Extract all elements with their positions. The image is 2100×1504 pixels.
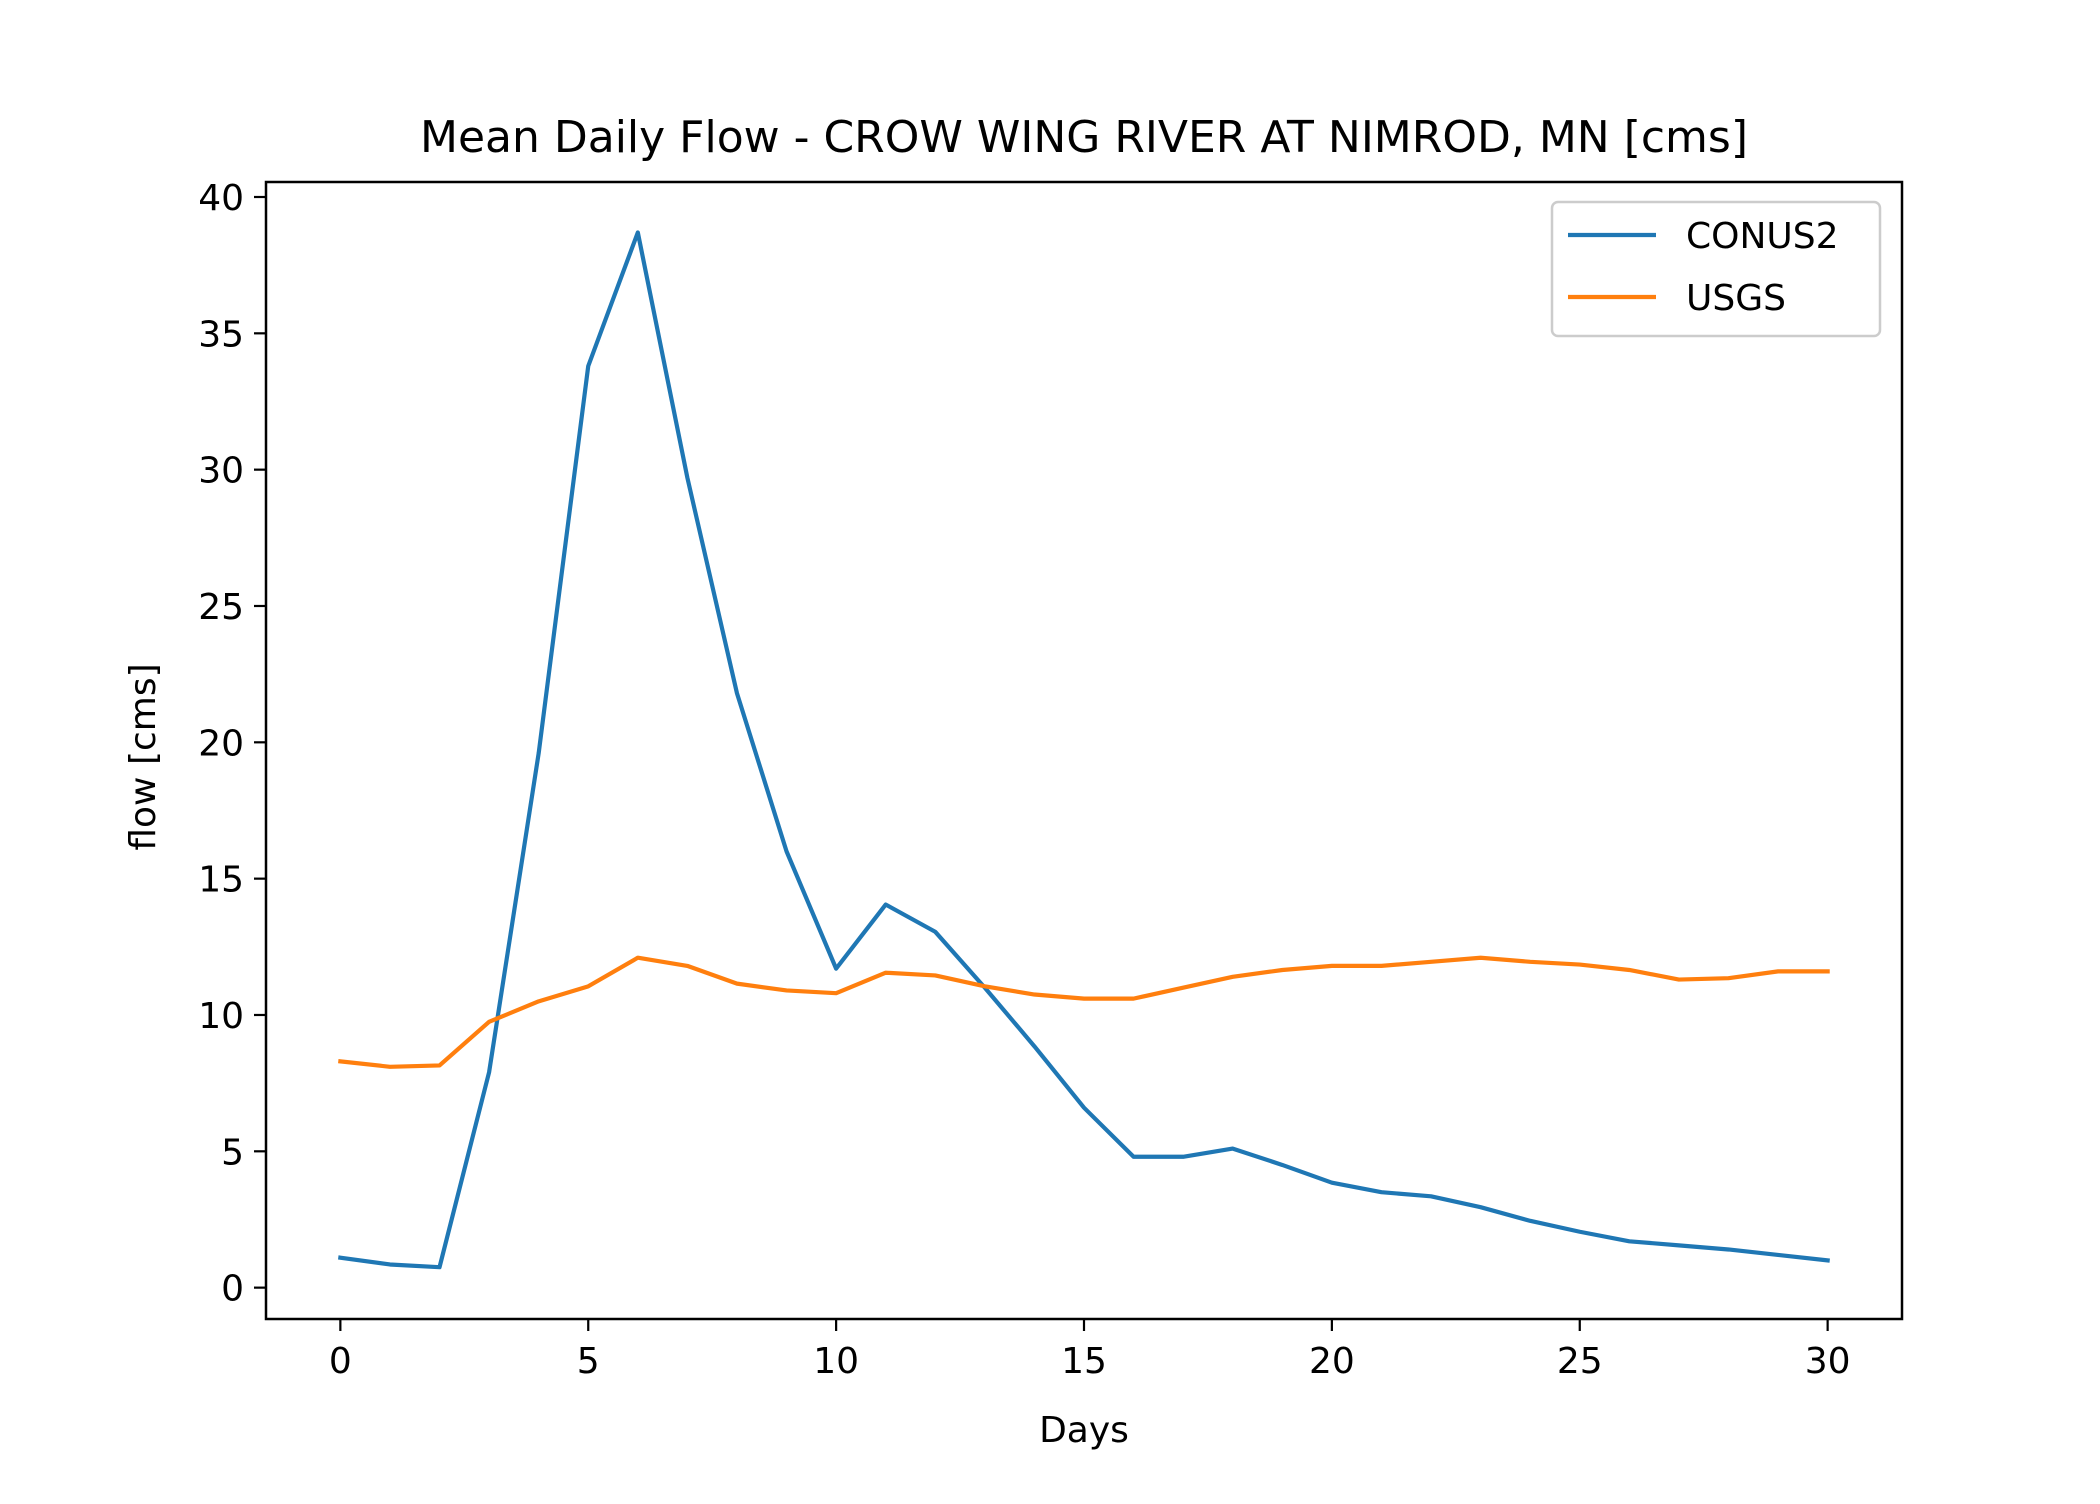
legend: CONUS2 USGS [1550, 200, 1882, 338]
x-tick-label: 0 [329, 1341, 352, 1382]
chart-title: Mean Daily Flow - CROW WING RIVER AT NIM… [420, 112, 1748, 163]
y-axis-label: flow [cms] [123, 663, 164, 850]
x-axis-label: Days [1039, 1410, 1129, 1451]
legend-label-conus2: CONUS2 [1686, 216, 1839, 257]
x-tick-label: 25 [1557, 1341, 1603, 1382]
x-tick-label: 10 [813, 1341, 859, 1382]
x-tick-label: 20 [1309, 1341, 1355, 1382]
plot-area-frame [264, 180, 1904, 1321]
y-tick-label: 30 [198, 451, 244, 492]
y-tick-label: 5 [221, 1132, 244, 1173]
x-tick-label: 15 [1061, 1341, 1107, 1382]
y-tick-label: 0 [221, 1269, 244, 1310]
series-lines [337, 230, 1830, 1270]
series-line-conus2 [337, 230, 1830, 1270]
x-tick-label: 5 [577, 1341, 600, 1382]
legend-label-usgs: USGS [1686, 278, 1786, 319]
y-tick-label: 40 [198, 178, 244, 219]
y-tick-label: 35 [198, 314, 244, 355]
y-tick-label: 10 [198, 996, 244, 1037]
y-tick-label: 15 [198, 860, 244, 901]
y-tick-label: 20 [198, 723, 244, 764]
axis-ticks: 0 5 10 15 20 25 30 0 5 10 15 20 25 30 35 40 [198, 178, 1850, 1382]
series-line-usgs [338, 955, 1830, 1069]
x-tick-label: 30 [1805, 1341, 1851, 1382]
y-tick-label: 25 [198, 587, 244, 628]
